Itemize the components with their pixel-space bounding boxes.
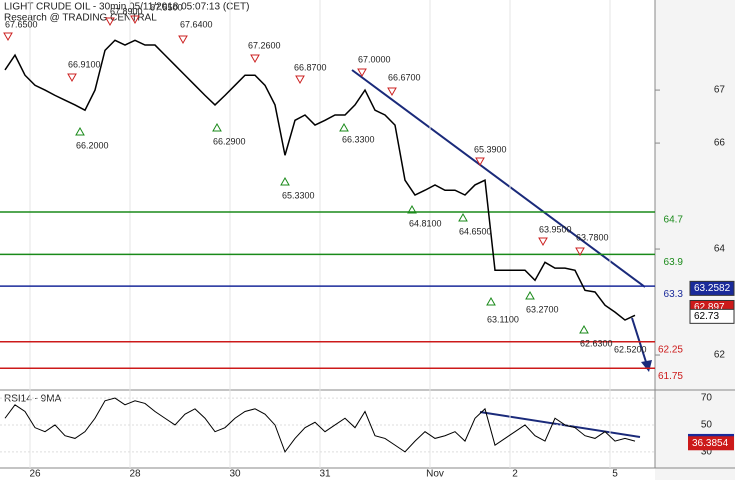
annotation: 64.8100: [409, 218, 442, 228]
annotation: 67.6500: [5, 19, 38, 29]
trough-marker: [212, 122, 222, 132]
annotation: 63.7800: [576, 232, 609, 242]
annotation: 64.6500: [459, 226, 492, 236]
rsi-marker-label: 36.3854: [692, 438, 729, 449]
annotation: 67.6400: [180, 19, 213, 29]
peak-marker: [538, 237, 548, 247]
annotation: 62.6300: [580, 338, 613, 348]
peak-marker: [3, 32, 13, 42]
trough-marker: [280, 176, 290, 186]
x-tick-label: 5: [612, 469, 618, 480]
x-tick-label: 28: [129, 469, 141, 480]
rsi-tick-label: 70: [701, 393, 713, 404]
chart-subtitle: Research @ TRADING CENTRAL: [4, 13, 157, 24]
annotation: 63.2700: [526, 304, 559, 314]
rsi-title: RSI14 - 9MA: [4, 394, 62, 405]
x-tick-label: 26: [29, 469, 41, 480]
annotation: 67.0000: [358, 54, 391, 64]
trough-marker: [407, 204, 417, 214]
peak-marker: [387, 87, 397, 97]
peak-marker: [295, 75, 305, 85]
trough-marker: [486, 296, 496, 306]
peak-marker: [105, 17, 115, 27]
peak-marker: [475, 157, 485, 167]
annotation: 67.2600: [248, 40, 281, 50]
trough-marker: [525, 290, 535, 300]
annotation: 67.5500: [150, 2, 183, 12]
axis-area: [655, 0, 735, 480]
chart-title: LIGHT CRUDE OIL - 30min 05/11/2018 05:07…: [4, 2, 249, 13]
level-label: 62.25: [658, 344, 683, 355]
peak-marker: [178, 35, 188, 45]
y-tick-label: 66: [714, 138, 726, 149]
arrow-head: [641, 360, 652, 372]
x-tick-label: 31: [319, 469, 331, 480]
rsi-line: [4, 397, 636, 453]
annotation: 63.1100: [487, 314, 519, 324]
arrow: [631, 317, 647, 363]
annotation: 67.8900: [110, 6, 143, 16]
price-line: [4, 39, 636, 321]
x-tick-label: Nov: [426, 469, 444, 480]
annotation: 66.9100: [68, 59, 101, 69]
annotation: 66.8700: [294, 62, 327, 72]
peak-marker: [357, 68, 367, 78]
y-tick-label: 62: [714, 350, 726, 361]
price-marker-label: 63.2582: [694, 283, 731, 294]
peak-marker: [130, 15, 140, 25]
y-tick-label: 67: [714, 85, 726, 96]
trough-marker: [579, 324, 589, 334]
rsi-tick-label: 30: [701, 447, 713, 458]
trough-marker: [458, 212, 468, 222]
annotation: 66.3300: [342, 134, 375, 144]
price-marker-label: 62.73: [694, 311, 719, 322]
price-marker-label: 62.897: [694, 302, 725, 313]
level-label: 61.75: [658, 371, 683, 382]
price-marker: [689, 280, 735, 296]
peak-marker: [250, 54, 260, 64]
peak-marker: [575, 247, 585, 257]
annotation: 62.5200: [614, 344, 647, 354]
x-tick-label: 2: [512, 469, 518, 480]
y-tick-label: 64: [714, 244, 726, 255]
trough-marker: [339, 122, 349, 132]
level-label: 63.3: [664, 289, 684, 300]
level-label: 64.7: [664, 215, 684, 226]
price-marker: [689, 308, 735, 324]
annotation: 65.3300: [282, 190, 315, 200]
annotation: 63.9500: [539, 224, 572, 234]
level-label: 63.9: [664, 257, 684, 268]
annotation: 66.2000: [76, 140, 109, 150]
annotation: 66.2900: [213, 136, 246, 146]
x-tick-label: 30: [229, 469, 241, 480]
rsi-tick-label: 50: [701, 420, 713, 431]
annotation: 66.6700: [388, 72, 421, 82]
trough-marker: [75, 126, 85, 136]
annotation: 65.3900: [474, 144, 507, 154]
peak-marker: [67, 73, 77, 83]
trend-line: [351, 69, 646, 288]
rsi-marker: [688, 436, 734, 451]
